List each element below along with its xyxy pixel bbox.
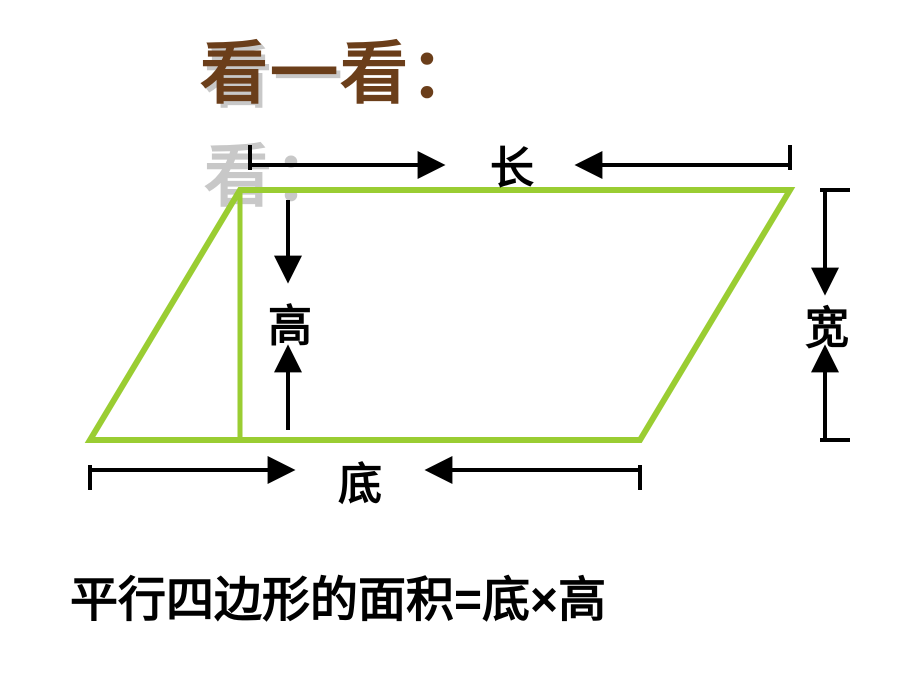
parallelogram-group [90,190,790,440]
label-length: 长 [490,132,534,196]
area-formula: 平行四边形的面积=底×高 [70,560,606,630]
label-base: 底 [338,448,382,512]
label-height: 高 [268,290,312,354]
label-width: 宽 [805,292,849,356]
